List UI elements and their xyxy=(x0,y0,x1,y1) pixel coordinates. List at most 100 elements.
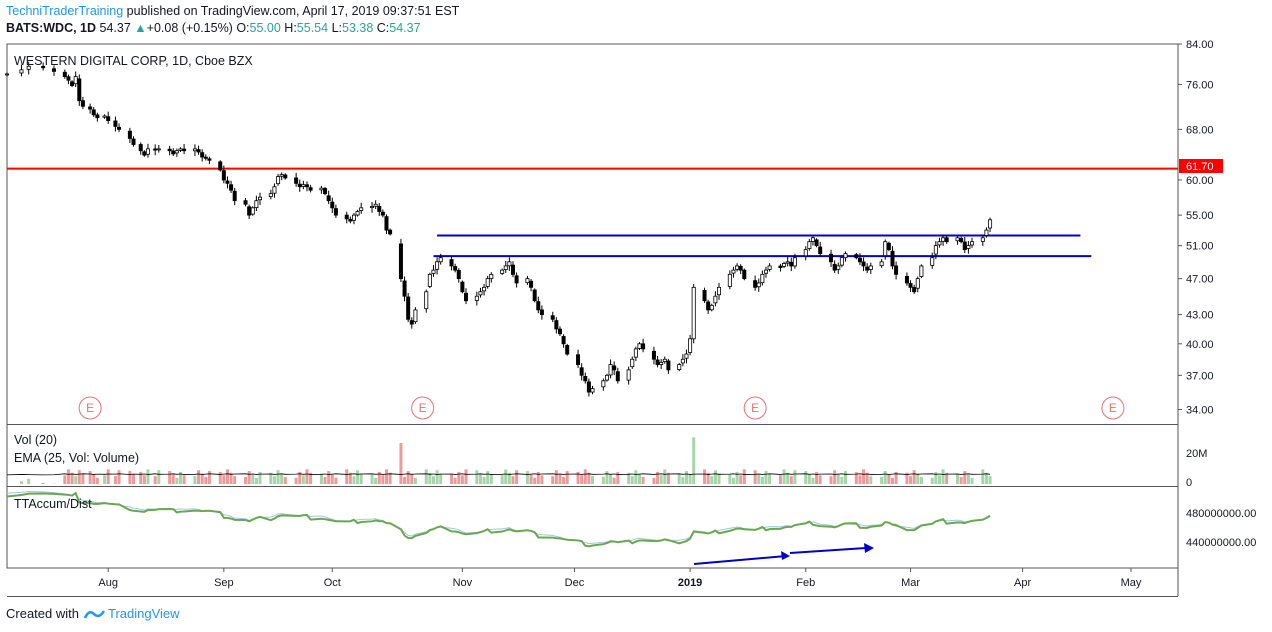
volume-bar xyxy=(966,474,970,484)
candle-up xyxy=(915,278,920,289)
key-level-badge xyxy=(1179,159,1223,173)
volume-bar xyxy=(200,473,204,484)
volume-bar xyxy=(533,477,537,484)
candle-up xyxy=(713,295,718,304)
candle-up xyxy=(937,241,942,246)
volume-ema-line xyxy=(6,473,991,476)
candle-down xyxy=(554,320,559,330)
candle-down xyxy=(832,263,837,271)
candle-up xyxy=(637,343,642,349)
tradingview-link[interactable]: TradingView xyxy=(107,606,180,621)
volume-bar xyxy=(482,476,486,484)
ema-legend: EMA (25, Vol: Volume) xyxy=(14,451,139,465)
volume-bar xyxy=(937,475,941,484)
volume-bar xyxy=(778,475,782,484)
candle-up xyxy=(988,219,993,229)
volume-bar xyxy=(244,476,248,484)
candle-down xyxy=(561,336,566,345)
volume-bar xyxy=(117,470,121,484)
candle-up xyxy=(478,291,483,296)
candle-down xyxy=(388,229,393,235)
candle-up xyxy=(785,261,790,264)
volume-bar xyxy=(323,476,327,484)
volume-bar xyxy=(113,476,117,484)
candle-up xyxy=(966,245,971,249)
open-label: O: xyxy=(236,21,250,35)
earnings-marker-label: E xyxy=(419,401,427,415)
candle-down xyxy=(912,287,917,293)
volume-bar xyxy=(370,474,374,484)
candle-up xyxy=(677,364,682,370)
volume-bar xyxy=(605,471,609,484)
volume-bar xyxy=(818,475,822,484)
volume-bar xyxy=(945,472,949,484)
accum-line xyxy=(6,491,991,548)
volume-bar xyxy=(439,473,443,484)
time-axis: Aug Sep Oct Nov Dec 2019 Feb Mar Apr May xyxy=(98,568,1142,589)
volume-bar xyxy=(630,476,634,484)
volume-bar xyxy=(909,476,913,484)
volume-bar xyxy=(612,477,616,484)
volume-bar xyxy=(536,471,540,484)
author-link[interactable]: TechniTraderTraining xyxy=(6,4,124,18)
volume-bar xyxy=(229,472,233,484)
candle-up xyxy=(760,273,765,284)
candle-up xyxy=(792,257,797,267)
candle-down xyxy=(456,270,461,280)
volume-bar xyxy=(684,471,688,484)
volume-bar xyxy=(301,475,305,484)
candle-up xyxy=(662,358,667,362)
candle-down xyxy=(529,280,534,288)
volume-bar xyxy=(634,470,638,484)
volume-bar xyxy=(178,471,182,484)
candle-up xyxy=(688,338,693,353)
price-tick-label: 43.00 xyxy=(1186,310,1214,322)
candle-down xyxy=(814,239,819,247)
price-tick-label: 40.00 xyxy=(1186,339,1214,351)
candle-up xyxy=(489,273,494,280)
candle-down xyxy=(615,371,620,382)
price-tick-label: 84.00 xyxy=(1186,39,1214,51)
candle-down xyxy=(579,367,584,376)
earnings-marker[interactable] xyxy=(78,396,102,420)
volume-bar xyxy=(142,475,146,484)
volume-bar xyxy=(374,477,378,484)
candle-up xyxy=(782,263,787,267)
annotation-arrows xyxy=(693,543,874,565)
candle-down xyxy=(207,158,212,161)
volume-bar xyxy=(272,476,276,484)
candle-down xyxy=(138,144,143,152)
candle-up xyxy=(756,282,761,288)
volume-bar xyxy=(681,476,685,484)
volume-bar xyxy=(739,475,743,484)
key-level-label: 61.70 xyxy=(1186,161,1214,173)
candle-up xyxy=(373,203,378,207)
candle-up xyxy=(351,214,356,221)
volume-bar xyxy=(815,471,819,484)
candle-up xyxy=(843,253,848,259)
volume-bar xyxy=(916,473,920,484)
volume-bar xyxy=(941,469,945,484)
candle-up xyxy=(276,176,281,185)
volume-bar xyxy=(562,476,566,484)
candle-down xyxy=(380,211,385,216)
candle-up xyxy=(680,358,685,364)
price-tick-label: 60.00 xyxy=(1186,175,1214,187)
volume-bar xyxy=(460,475,464,484)
volume-bar xyxy=(276,470,280,484)
volume-bar xyxy=(254,477,258,484)
chart-canvas[interactable]: 84.00 76.00 68.00 60.00 55.00 51.00 47.00 43.00… xyxy=(0,0,1272,600)
volume-bar xyxy=(865,472,869,484)
volume-bar xyxy=(489,474,493,484)
candle-down xyxy=(464,292,469,302)
candle-up xyxy=(250,207,255,215)
earnings-marker[interactable] xyxy=(743,396,767,420)
volume-bar xyxy=(153,476,157,484)
earnings-marker[interactable] xyxy=(1101,396,1125,420)
candle-down xyxy=(221,170,226,181)
earnings-marker[interactable] xyxy=(411,396,435,420)
volume-bar xyxy=(934,471,938,484)
candle-down xyxy=(402,280,407,297)
volume-bar xyxy=(525,471,529,484)
accum-tick-480m: 480000000.00 xyxy=(1186,508,1256,520)
